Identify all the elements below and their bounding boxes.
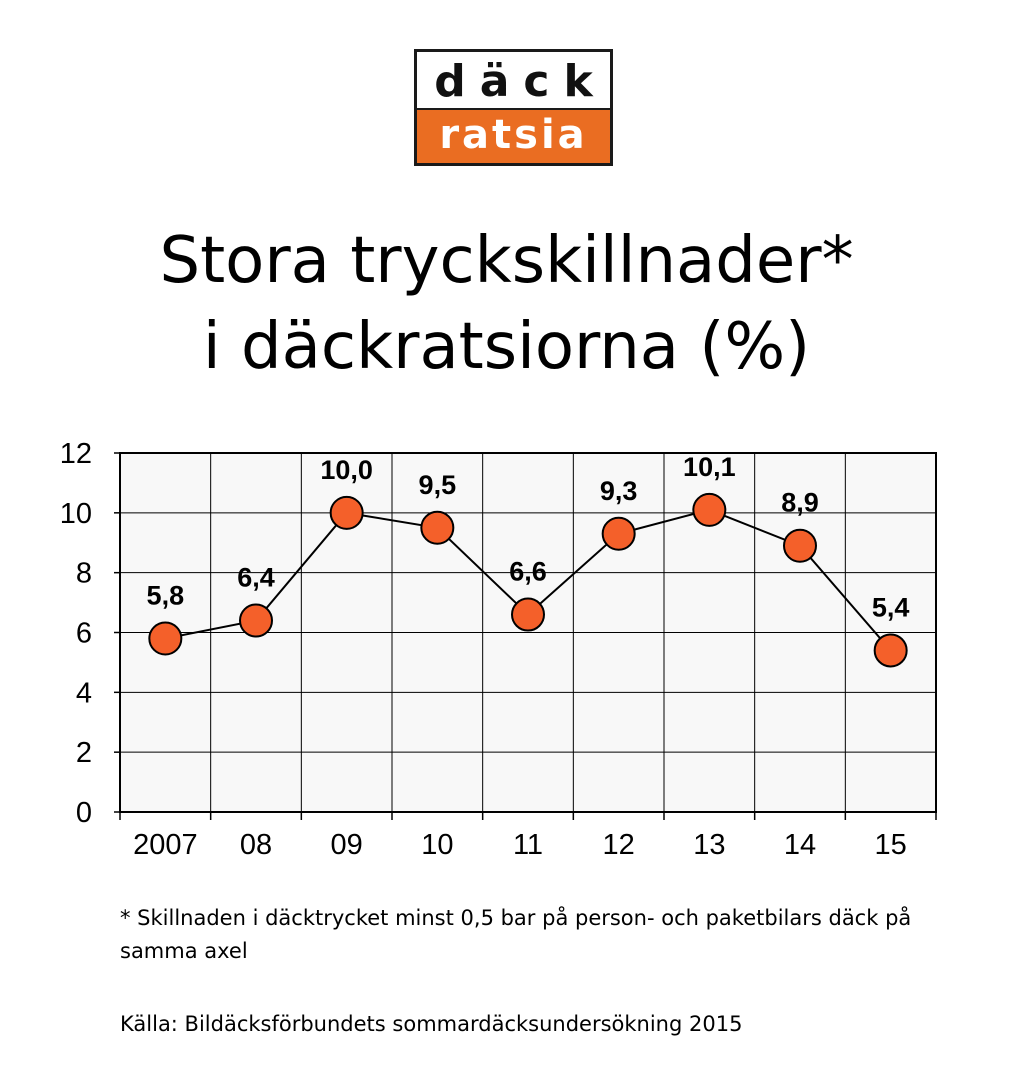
data-point <box>148 621 183 656</box>
y-tick-label: 8 <box>76 558 92 590</box>
y-tick-label: 10 <box>60 498 92 530</box>
data-label: 8,9 <box>781 488 819 518</box>
data-label: 10,0 <box>320 455 373 485</box>
data-label: 9,3 <box>600 476 638 506</box>
footnote: * Skillnaden i däcktrycket minst 0,5 bar… <box>120 906 912 963</box>
line-chart: 0 2 4 6 8 10 12 2007 08 09 10 11 12 13 14 15 5,8 6,4 10,0 9… <box>60 438 937 861</box>
x-tick-label: 09 <box>331 829 363 861</box>
chart-title-line-1: Stora tryckskillnader* <box>159 224 854 298</box>
y-tick-label: 4 <box>76 677 92 709</box>
x-tick-label: 15 <box>875 829 907 861</box>
x-tick-label: 10 <box>421 829 453 861</box>
data-label: 9,5 <box>419 470 457 500</box>
y-tick-label: 2 <box>76 737 92 769</box>
data-label: 5,4 <box>872 592 910 622</box>
data-point <box>601 516 636 551</box>
y-tick-label: 0 <box>76 797 92 829</box>
data-point <box>420 510 455 545</box>
x-tick-label: 14 <box>784 829 816 861</box>
data-point <box>239 603 273 638</box>
data-point <box>783 528 817 563</box>
chart-title: Stora tryckskillnader* i däckratsiorna (… <box>0 218 1013 390</box>
chart-title-line-2: i däckratsiorna (%) <box>202 310 811 384</box>
logo-bottom-text: ratsia <box>417 110 610 163</box>
y-tick-label: 6 <box>76 618 92 650</box>
y-tick-label: 12 <box>60 438 92 470</box>
data-label: 6,6 <box>509 557 547 587</box>
brand-logo: däck ratsia <box>414 49 613 166</box>
x-tick-label: 08 <box>240 829 272 861</box>
data-point <box>329 495 364 530</box>
data-point <box>511 597 545 632</box>
data-point <box>692 492 727 527</box>
x-tick-label: 12 <box>603 829 635 861</box>
logo-top-text: däck <box>417 52 610 108</box>
source-note: Källa: Bildäcksförbundets sommardäcksund… <box>120 1012 743 1036</box>
data-label: 10,1 <box>683 452 736 482</box>
data-point <box>873 633 908 668</box>
data-label: 6,4 <box>237 563 275 593</box>
x-tick-label: 11 <box>513 829 543 861</box>
x-tick-label: 13 <box>693 829 725 861</box>
x-tick-label: 2007 <box>133 829 198 861</box>
data-label: 5,8 <box>147 580 185 610</box>
